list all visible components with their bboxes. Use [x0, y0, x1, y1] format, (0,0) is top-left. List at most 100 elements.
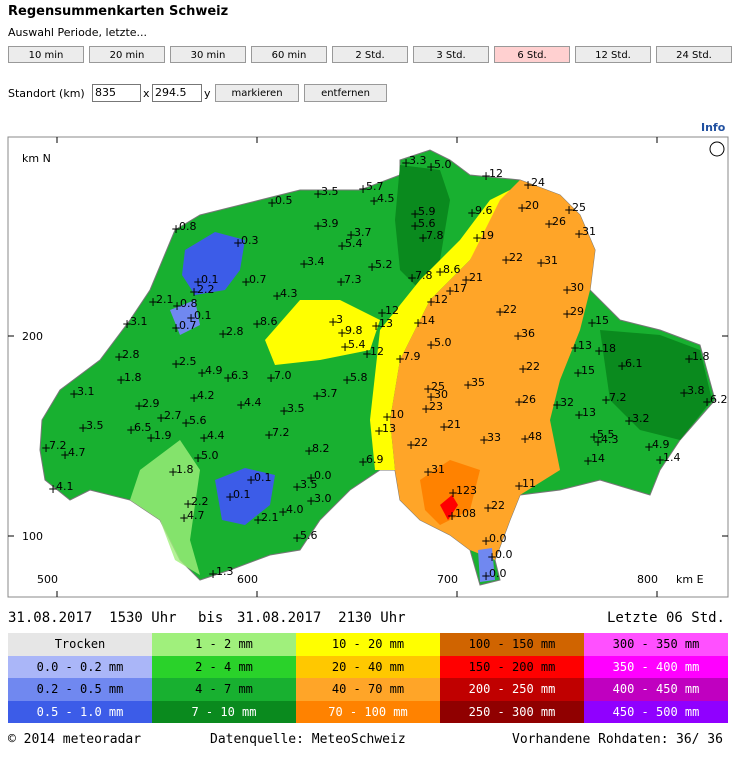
- station-marker: +: [233, 236, 243, 250]
- station-marker: +: [116, 373, 126, 387]
- station-value: 0.1: [201, 273, 219, 286]
- station-value: 26: [522, 393, 536, 406]
- station-marker: +: [292, 531, 302, 545]
- station-value: 13: [578, 339, 592, 352]
- station-marker: +: [574, 408, 584, 422]
- station-value: 3.5: [86, 419, 104, 432]
- station-marker: +: [236, 398, 246, 412]
- station-value: 2.8: [122, 348, 140, 361]
- station-value: 1.8: [692, 350, 710, 363]
- station-value: 3: [336, 313, 343, 326]
- station-marker: +: [337, 326, 347, 340]
- x-tick-label: 600: [237, 573, 258, 586]
- station-marker: +: [463, 378, 473, 392]
- legend-cell: 450 - 500 mm: [584, 700, 728, 723]
- station-value: 9.6: [475, 204, 493, 217]
- station-marker: +: [148, 295, 158, 309]
- period-button[interactable]: 6 Std.: [494, 46, 570, 63]
- station-value: 12: [489, 167, 503, 180]
- period-text: Letzte 06 Std.: [606, 610, 725, 626]
- period-button[interactable]: 10 min: [8, 46, 84, 63]
- station-marker: +: [60, 448, 70, 462]
- station-value: 25: [431, 380, 445, 393]
- station-marker: +: [518, 362, 528, 376]
- time-start: 31.08.2017 1530 Uhr: [8, 610, 177, 626]
- legend-cell: 200 - 250 mm: [440, 678, 584, 701]
- station-marker: +: [481, 169, 491, 183]
- legend-cell: 0.0 - 0.2 mm: [8, 655, 152, 678]
- page-title: Regensummenkarten Schweiz: [8, 4, 229, 19]
- station-value: 0.8: [179, 220, 197, 233]
- station-marker: +: [487, 550, 497, 564]
- station-value: 19: [480, 229, 494, 242]
- station-marker: +: [426, 295, 436, 309]
- station-value: 0.1: [194, 309, 212, 322]
- x-axis-label: km E: [676, 573, 704, 586]
- station-value: 4.9: [652, 438, 670, 451]
- station-marker: +: [395, 352, 405, 366]
- station-marker: +: [342, 373, 352, 387]
- period-button[interactable]: 12 Std.: [575, 46, 651, 63]
- remove-button[interactable]: entfernen: [304, 84, 387, 102]
- period-button[interactable]: 30 min: [170, 46, 246, 63]
- station-value: 7.3: [344, 273, 362, 286]
- y-tick-label: 100: [22, 530, 43, 543]
- period-button[interactable]: 60 min: [251, 46, 327, 63]
- station-marker: +: [218, 327, 228, 341]
- station-value: 18: [602, 342, 616, 355]
- station-marker: +: [253, 513, 263, 527]
- legend-cell: 300 - 350 mm: [584, 633, 728, 656]
- location-label: Standort (km): [8, 87, 85, 100]
- station-value: 4.2: [197, 389, 215, 402]
- station-value: 7.2: [49, 439, 67, 452]
- period-button[interactable]: 3 Std.: [413, 46, 489, 63]
- station-marker: +: [377, 306, 387, 320]
- station-marker: +: [536, 256, 546, 270]
- period-button[interactable]: 24 Std.: [656, 46, 732, 63]
- station-value: 31: [431, 463, 445, 476]
- station-marker: +: [552, 398, 562, 412]
- station-value: 6.9: [366, 453, 384, 466]
- y-input[interactable]: 294.5: [152, 84, 202, 102]
- station-value: 6.1: [625, 357, 643, 370]
- station-marker: +: [418, 231, 428, 245]
- station-value: 5.2: [375, 258, 393, 271]
- blue-area: [215, 468, 275, 525]
- station-value: 0.7: [179, 319, 197, 332]
- station-value: 21: [447, 418, 461, 431]
- y-axis-label: km N: [22, 152, 51, 165]
- station-marker: +: [208, 567, 218, 581]
- period-button[interactable]: 20 min: [89, 46, 165, 63]
- station-value: 3.1: [77, 385, 95, 398]
- station-value: 5.4: [345, 237, 363, 250]
- station-value: 13: [382, 422, 396, 435]
- station-value: 2.7: [164, 409, 182, 422]
- station-marker: +: [413, 316, 423, 330]
- station-value: 0.7: [249, 273, 267, 286]
- station-value: 4.3: [280, 287, 298, 300]
- station-value: 5.8: [350, 371, 368, 384]
- station-marker: +: [171, 222, 181, 236]
- mark-button[interactable]: markieren: [215, 84, 299, 102]
- red-area: [440, 495, 458, 520]
- x-input[interactable]: 835: [92, 84, 141, 102]
- station-value: 5.0: [201, 449, 219, 462]
- station-marker: +: [266, 371, 276, 385]
- station-marker: +: [483, 501, 493, 515]
- station-value: 0.5: [275, 194, 293, 207]
- station-value: 22: [509, 251, 523, 264]
- station-marker: +: [358, 182, 368, 196]
- station-value: 0.0: [489, 532, 507, 545]
- info-link[interactable]: Info: [701, 121, 726, 134]
- station-marker: +: [401, 156, 411, 170]
- period-button[interactable]: 2 Std.: [332, 46, 408, 63]
- station-value: 3.7: [320, 387, 338, 400]
- station-value: 2.1: [156, 293, 174, 306]
- station-marker: +: [199, 431, 209, 445]
- station-marker: +: [225, 490, 235, 504]
- station-value: 1.9: [154, 429, 172, 442]
- station-value: 123: [456, 484, 477, 497]
- station-marker: +: [197, 366, 207, 380]
- station-value: 5.7: [366, 180, 384, 193]
- dark-orange-area: [420, 460, 480, 525]
